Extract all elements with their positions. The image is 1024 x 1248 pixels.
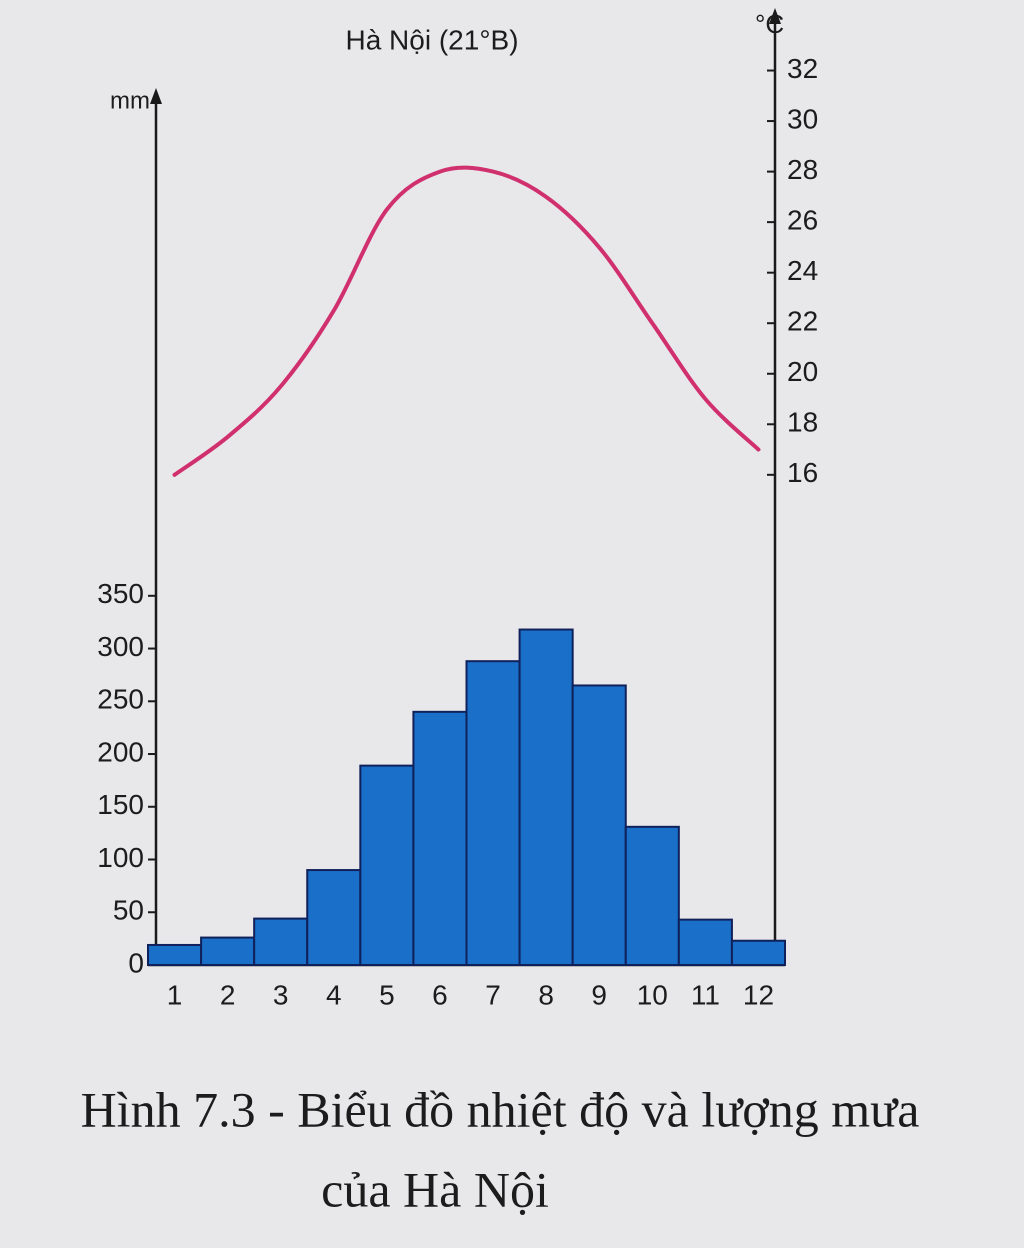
x-tick-label: 1 bbox=[167, 979, 183, 1010]
y2-tick-label: 30 bbox=[787, 103, 818, 134]
bar bbox=[730, 939, 787, 966]
x-tick-label: 4 bbox=[326, 979, 342, 1010]
y2-tick-label: 16 bbox=[787, 457, 818, 488]
chart-title: Hà Nội (21°B) bbox=[345, 24, 518, 55]
bar bbox=[359, 764, 415, 966]
y-tick-label: 50 bbox=[113, 895, 144, 926]
y2-tick-label: 26 bbox=[787, 205, 818, 236]
bar bbox=[253, 917, 309, 967]
y2-axis-arrow bbox=[769, 8, 781, 24]
bar bbox=[412, 710, 468, 967]
x-tick-label: 12 bbox=[743, 979, 774, 1010]
y-tick-label: 300 bbox=[97, 631, 144, 662]
x-tick-label: 6 bbox=[432, 979, 448, 1010]
bar bbox=[571, 684, 627, 967]
y2-tick-label: 28 bbox=[787, 154, 818, 185]
x-tick-label: 5 bbox=[379, 979, 395, 1010]
x-tick-label: 3 bbox=[273, 979, 289, 1010]
bar bbox=[465, 660, 521, 966]
bar bbox=[200, 936, 256, 967]
y2-tick-label: 24 bbox=[787, 255, 818, 286]
bar bbox=[518, 628, 574, 966]
y-tick-label: 0 bbox=[128, 947, 144, 978]
y-axis-arrow bbox=[150, 88, 162, 104]
y2-tick-label: 20 bbox=[787, 356, 818, 387]
y2-tick-label: 22 bbox=[787, 306, 818, 337]
x-tick-label: 11 bbox=[691, 979, 720, 1010]
y-tick-label: 250 bbox=[97, 684, 144, 715]
y-tick-label: 200 bbox=[97, 736, 144, 767]
bar bbox=[306, 869, 362, 966]
y-tick-label: 150 bbox=[97, 789, 144, 820]
caption: Hình 7.3 - Biểu đồ nhiệt độ và lượng mưa bbox=[81, 1081, 920, 1137]
x-tick-label: 9 bbox=[591, 979, 607, 1010]
bar bbox=[677, 918, 733, 967]
x-tick-label: 10 bbox=[637, 979, 668, 1010]
x-tick-label: 2 bbox=[220, 979, 236, 1010]
caption: của Hà Nội bbox=[321, 1161, 549, 1217]
temperature-line bbox=[172, 165, 761, 477]
bar bbox=[624, 825, 680, 966]
y-tick-label: 350 bbox=[97, 578, 144, 609]
bar bbox=[147, 943, 203, 967]
x-tick-label: 8 bbox=[538, 979, 554, 1010]
x-tick-label: 7 bbox=[485, 979, 501, 1010]
y2-tick-label: 18 bbox=[787, 407, 818, 438]
y-unit: mm bbox=[110, 87, 150, 114]
y2-tick-label: 32 bbox=[787, 53, 818, 84]
y-tick-label: 100 bbox=[97, 842, 144, 873]
